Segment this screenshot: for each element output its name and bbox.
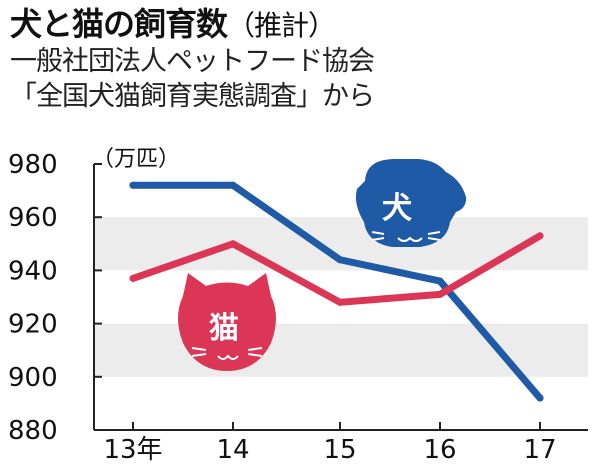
grid-bands	[94, 217, 588, 377]
y-tick-label: 880	[8, 416, 58, 446]
title-block: 犬と猫の飼育数（推計） 一般社団法人ペットフード協会 「全国犬猫飼育実態調査」か…	[10, 4, 595, 114]
cat-data-point	[229, 240, 237, 248]
source-line-1: 一般社団法人ペットフード協会	[10, 46, 375, 77]
axes	[93, 163, 588, 431]
dog-label: 犬	[382, 191, 412, 226]
cat-data-point	[129, 274, 137, 282]
y-tick-label: 980	[8, 150, 58, 180]
dog-data-point	[229, 181, 237, 189]
cat-whiskers	[191, 347, 263, 360]
dog-data-point	[536, 394, 544, 402]
cat-label: 猫	[209, 311, 239, 346]
cat-data-point	[536, 232, 544, 240]
unit-label: （万匹）	[92, 147, 180, 172]
title-line: 犬と猫の飼育数（推計）	[10, 4, 595, 44]
cat-data-point	[336, 298, 344, 306]
y-tick-label: 940	[8, 256, 58, 286]
y-tick-label: 960	[8, 203, 58, 233]
y-tick-labels: 980 960 940 920 900 880	[8, 150, 58, 446]
grid-band-1	[94, 323, 588, 377]
cat-data-point	[436, 290, 444, 298]
dog-data-point	[336, 256, 344, 264]
dog-data-point	[436, 277, 444, 285]
series-lines	[129, 181, 544, 402]
chart-title: 犬と猫の飼育数	[10, 5, 228, 43]
x-tick-label: 16	[423, 435, 456, 465]
dog-data-point	[129, 181, 137, 189]
x-tick-label: 17	[523, 435, 556, 465]
y-tick-label: 920	[8, 310, 58, 340]
chart-title-note: （推計）	[227, 9, 336, 42]
x-tick-label: 15	[323, 435, 356, 465]
dog-icon	[355, 159, 467, 247]
cat-icon	[178, 273, 276, 371]
x-tick-label: 13年	[103, 435, 162, 465]
x-tick-label: 14	[216, 435, 249, 465]
dog-mascot: 犬	[355, 159, 467, 247]
dog-whiskers	[371, 231, 441, 242]
x-tick-labels: 13年 14 15 16 17	[103, 435, 556, 465]
source-line-2: 「全国犬猫飼育実態調査」から	[10, 81, 375, 113]
cat-mascot: 猫	[178, 273, 276, 371]
y-tick-label: 900	[8, 363, 58, 393]
